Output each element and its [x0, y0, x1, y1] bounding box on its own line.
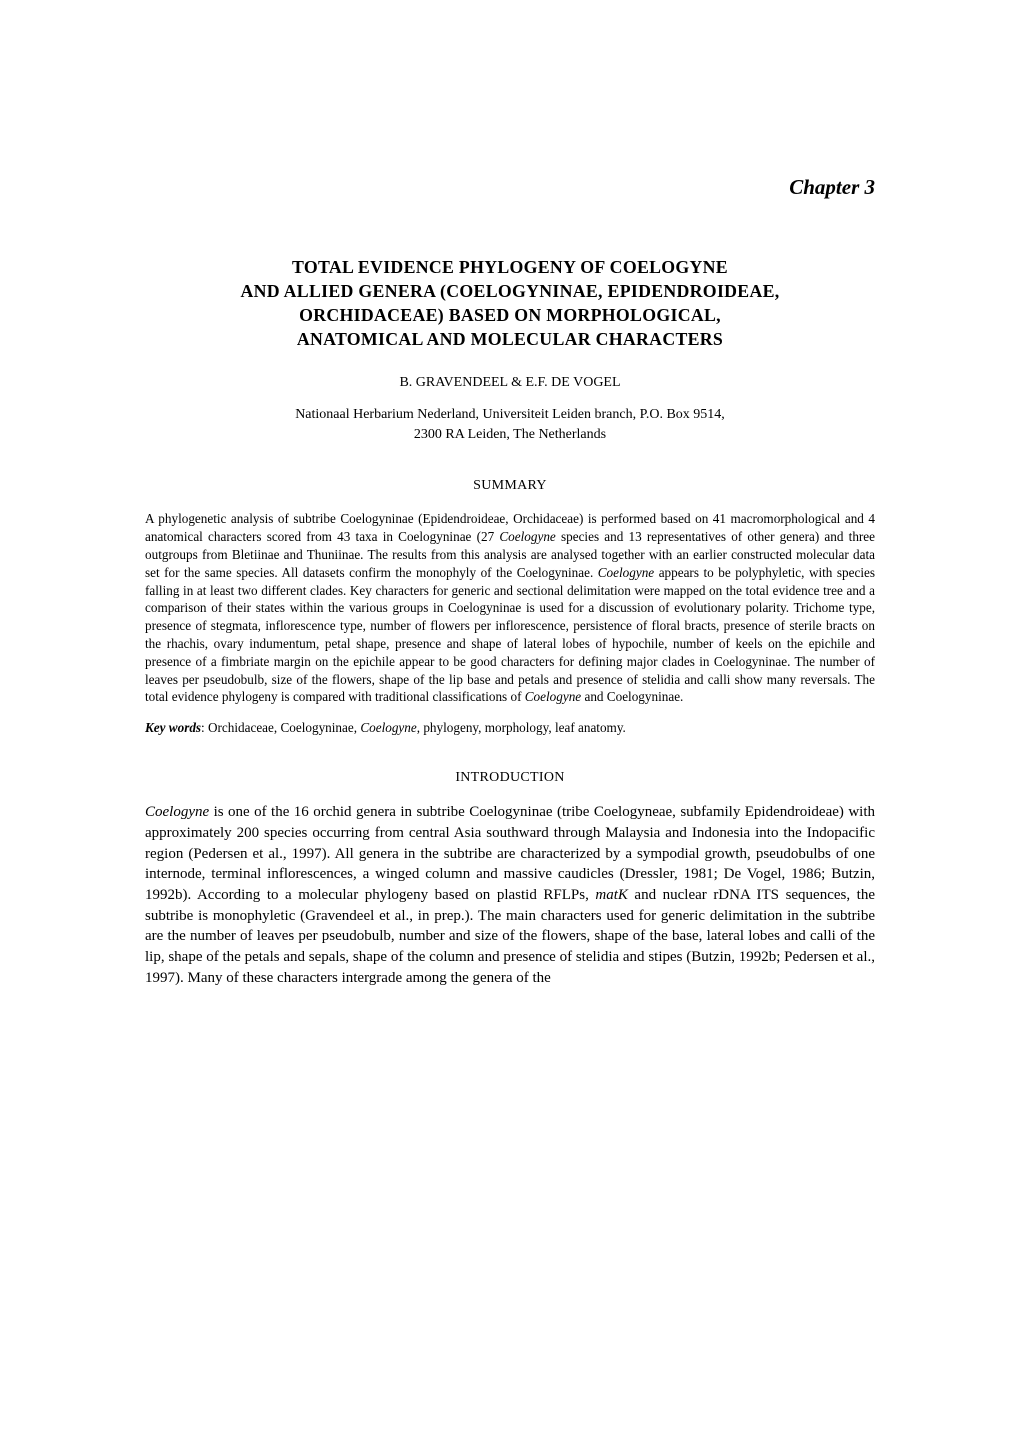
summary-italic-3: Coelogyne [525, 689, 581, 704]
authors: B. GRAVENDEEL & E.F. DE VOGEL [145, 375, 875, 391]
affiliation: Nationaal Herbarium Nederland, Universit… [145, 405, 875, 444]
title-line-2: AND ALLIED GENERA (COELOGYNINAE, EPIDEND… [240, 281, 779, 301]
keywords-text-2: , phylogeny, morphology, leaf anatomy. [417, 720, 626, 735]
summary-text-1d: and Coelogyninae. [581, 689, 683, 704]
keywords-text-1: : Orchidaceae, Coelogyninae, [201, 720, 360, 735]
title-line-1: TOTAL EVIDENCE PHYLOGENY OF COELOGYNE [292, 257, 728, 277]
affiliation-line-2: 2300 RA Leiden, The Netherlands [414, 427, 606, 442]
title-line-4: ANATOMICAL AND MOLECULAR CHARACTERS [297, 329, 723, 349]
introduction-paragraph: Coelogyne is one of the 16 orchid genera… [145, 802, 875, 988]
summary-text-1c: appears to be polyphyletic, with species… [145, 565, 875, 705]
keywords-label: Key words [145, 720, 201, 735]
introduction-heading: INTRODUCTION [145, 770, 875, 786]
summary-italic-1: Coelogyne [499, 529, 555, 544]
summary-heading: SUMMARY [145, 478, 875, 494]
affiliation-line-1: Nationaal Herbarium Nederland, Universit… [295, 407, 725, 422]
title-line-3: ORCHIDACEAE) BASED ON MORPHOLOGICAL, [299, 305, 721, 325]
chapter-heading: Chapter 3 [145, 175, 875, 200]
keywords-italic: Coelogyne [360, 720, 416, 735]
summary-paragraph: A phylogenetic analysis of subtribe Coel… [145, 510, 875, 706]
paper-title: TOTAL EVIDENCE PHYLOGENY OF COELOGYNE AN… [145, 255, 875, 351]
intro-italic-1: Coelogyne [145, 804, 209, 820]
keywords: Key words: Orchidaceae, Coelogyninae, Co… [145, 720, 875, 736]
summary-italic-2: Coelogyne [598, 565, 654, 580]
intro-italic-2: matK [595, 887, 628, 903]
